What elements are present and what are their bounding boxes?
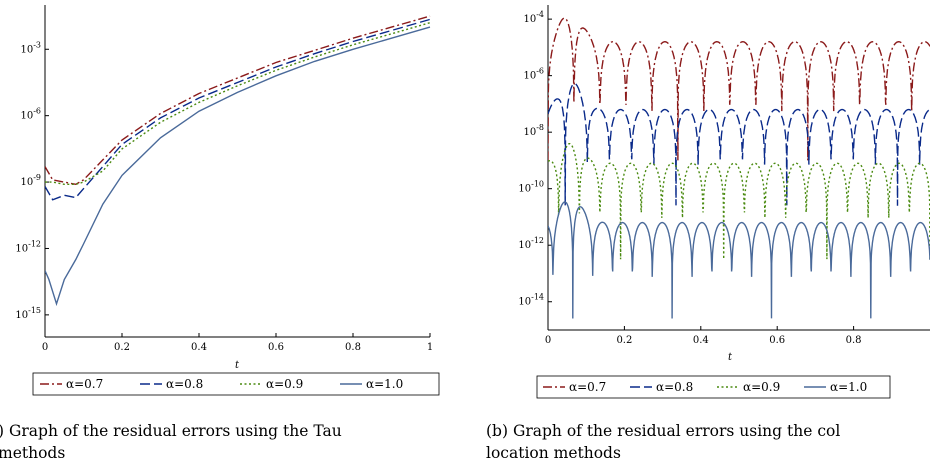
chart-a-series-4-line — [45, 26, 431, 307]
chart-b-x-tick-label: 0.4 — [693, 335, 709, 346]
chart-b-x-tick-label: 0 — [545, 335, 551, 346]
chart-a-x-tick-label: 0.6 — [268, 342, 284, 353]
chart-a-legend-label-1: α=0.7 — [66, 377, 103, 391]
chart-b-y-tick-label: 10-12 — [518, 236, 544, 251]
chart-b-x-label: t — [728, 352, 733, 363]
chart-a-y-tick-label: 10-6 — [20, 107, 41, 122]
caption-a: ) Graph of the residual errors using the… — [0, 420, 342, 464]
chart-b-legend-label-4: α=1.0 — [830, 380, 867, 394]
chart-b-y-tick-label: 10-8 — [523, 123, 544, 138]
chart-b: 0 0.2 0.4 0.6 0.8 10-4 10-6 10-8 10-10 10-12 10-1… — [518, 5, 930, 399]
chart-a-x-label: t — [235, 360, 240, 371]
chart-a-x-tick-label: 0.4 — [191, 342, 207, 353]
caption-a-label: ) — [0, 422, 4, 440]
chart-b-legend: α=0.7 α=0.8 α=0.9 α=1.0 — [536, 375, 891, 399]
caption-a-line1: Graph of the residual errors using the T… — [9, 422, 342, 440]
chart-b-legend-label-2: α=0.8 — [656, 380, 693, 394]
chart-a-x-tick-label: 0.2 — [114, 342, 130, 353]
chart-a-series-3-line — [45, 22, 431, 185]
chart-a-legend-label-2: α=0.8 — [166, 377, 203, 391]
chart-a-x-tick-label: 1 — [427, 342, 433, 353]
chart-a-legend-label-4: α=1.0 — [366, 377, 403, 391]
caption-b-line1: Graph of the residual errors using the c… — [512, 422, 841, 440]
chart-b-x-tick-label: 0.2 — [616, 335, 632, 346]
chart-b-x-tick-label: 0.8 — [846, 335, 862, 346]
chart-a-series-1-line — [45, 15, 431, 186]
chart-a-y-tick-label: 10-9 — [20, 173, 41, 188]
chart-a-legend: α=0.7 α=0.8 α=0.9 α=1.0 — [32, 372, 440, 396]
chart-b-y-tick-label: 10-10 — [518, 180, 544, 195]
chart-b-series-2-line — [548, 82, 930, 206]
chart-b-series-1-line — [548, 17, 930, 161]
chart-a-x-tick-label: 0.8 — [345, 342, 361, 353]
caption-a-line2: methods — [0, 444, 66, 462]
chart-b-legend-label-1: α=0.7 — [569, 380, 606, 394]
chart-b-series-4-line — [548, 201, 930, 319]
chart-b-x-tick-label: 0.6 — [769, 335, 785, 346]
chart-b-legend-label-3: α=0.9 — [743, 380, 780, 394]
caption-b: (b) Graph of the residual errors using t… — [486, 420, 840, 464]
chart-a-y-tick-label: 10-12 — [15, 239, 41, 254]
chart-b-y-tick-label: 10-4 — [523, 10, 544, 25]
chart-a-legend-label-3: α=0.9 — [266, 377, 303, 391]
caption-b-line2: location methods — [486, 444, 621, 462]
chart-a-y-tick-label: 10-3 — [20, 40, 41, 55]
chart-a-series-2-line — [45, 18, 431, 201]
caption-b-label: (b) — [486, 422, 509, 440]
chart-b-y-tick-label: 10-6 — [523, 67, 544, 82]
chart-b-series-3-line — [548, 143, 930, 260]
chart-a-x-tick-label: 0 — [42, 342, 48, 353]
chart-b-y-tick-label: 10-14 — [518, 293, 544, 308]
chart-a-y-tick-label: 10-15 — [15, 306, 41, 321]
